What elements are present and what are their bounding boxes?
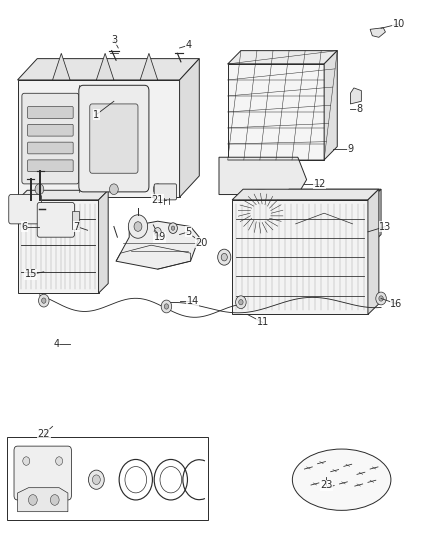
Text: 4: 4 xyxy=(54,339,60,349)
Circle shape xyxy=(23,457,30,465)
Text: 16: 16 xyxy=(390,299,403,309)
Circle shape xyxy=(39,294,49,307)
Circle shape xyxy=(256,208,265,219)
Text: 20: 20 xyxy=(195,238,208,247)
Circle shape xyxy=(221,254,227,261)
FancyBboxPatch shape xyxy=(28,107,73,118)
Text: 8: 8 xyxy=(356,104,362,114)
Circle shape xyxy=(28,495,37,505)
Circle shape xyxy=(153,184,162,195)
Polygon shape xyxy=(53,53,70,80)
Polygon shape xyxy=(140,53,158,80)
FancyBboxPatch shape xyxy=(28,142,73,154)
Polygon shape xyxy=(219,157,307,195)
Circle shape xyxy=(169,223,177,233)
Circle shape xyxy=(128,215,148,238)
Circle shape xyxy=(88,470,104,489)
Text: 13: 13 xyxy=(379,222,392,231)
Circle shape xyxy=(161,300,172,313)
Circle shape xyxy=(134,222,142,231)
Polygon shape xyxy=(72,211,79,229)
Circle shape xyxy=(239,300,243,305)
Text: 1: 1 xyxy=(93,110,99,119)
FancyBboxPatch shape xyxy=(22,93,79,184)
Text: 5: 5 xyxy=(185,227,191,237)
Text: 19: 19 xyxy=(154,232,166,242)
Polygon shape xyxy=(18,59,199,80)
Text: 22: 22 xyxy=(38,430,50,439)
Text: 4: 4 xyxy=(185,41,191,50)
Text: 11: 11 xyxy=(257,318,269,327)
Polygon shape xyxy=(99,190,108,293)
Text: 7: 7 xyxy=(74,222,80,231)
Text: 21: 21 xyxy=(152,195,164,205)
Polygon shape xyxy=(278,189,381,200)
Polygon shape xyxy=(370,189,381,245)
Text: 10: 10 xyxy=(392,19,405,29)
FancyBboxPatch shape xyxy=(90,104,138,173)
Polygon shape xyxy=(18,488,68,512)
Polygon shape xyxy=(18,80,180,197)
FancyBboxPatch shape xyxy=(37,203,74,237)
Polygon shape xyxy=(116,221,199,269)
Circle shape xyxy=(35,184,44,195)
Polygon shape xyxy=(18,190,108,200)
FancyBboxPatch shape xyxy=(28,160,73,172)
Text: 23: 23 xyxy=(320,480,332,490)
Text: 15: 15 xyxy=(25,270,37,279)
Polygon shape xyxy=(370,28,385,37)
FancyBboxPatch shape xyxy=(154,184,177,200)
Circle shape xyxy=(171,226,175,230)
Polygon shape xyxy=(232,200,368,314)
Text: 14: 14 xyxy=(187,296,199,306)
Circle shape xyxy=(154,228,161,236)
Circle shape xyxy=(92,475,100,484)
Polygon shape xyxy=(96,53,114,80)
Circle shape xyxy=(379,296,383,301)
Ellipse shape xyxy=(234,190,287,237)
Circle shape xyxy=(164,304,169,309)
Polygon shape xyxy=(368,189,379,314)
Circle shape xyxy=(110,184,118,195)
Ellipse shape xyxy=(293,449,391,511)
Circle shape xyxy=(376,292,386,305)
Text: 6: 6 xyxy=(21,222,27,231)
Circle shape xyxy=(42,298,46,303)
Polygon shape xyxy=(350,88,361,104)
Text: 12: 12 xyxy=(314,179,326,189)
Polygon shape xyxy=(232,189,379,200)
FancyBboxPatch shape xyxy=(79,85,149,192)
Polygon shape xyxy=(228,64,324,160)
Circle shape xyxy=(218,249,231,265)
FancyBboxPatch shape xyxy=(9,195,42,224)
Text: 9: 9 xyxy=(347,144,353,154)
Circle shape xyxy=(236,296,246,309)
FancyBboxPatch shape xyxy=(242,235,279,252)
Polygon shape xyxy=(180,59,199,197)
Circle shape xyxy=(50,495,59,505)
Polygon shape xyxy=(228,51,337,64)
Text: 3: 3 xyxy=(111,35,117,45)
FancyBboxPatch shape xyxy=(14,446,71,500)
FancyBboxPatch shape xyxy=(28,124,73,136)
Polygon shape xyxy=(324,51,337,160)
Polygon shape xyxy=(278,200,370,245)
Bar xyxy=(7,437,208,520)
Polygon shape xyxy=(18,200,99,293)
Circle shape xyxy=(56,457,63,465)
